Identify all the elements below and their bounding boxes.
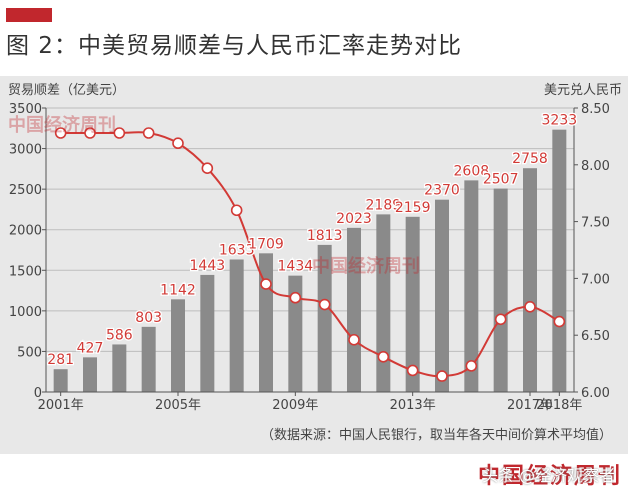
left-axis-title: 贸易顺差（亿美元） (8, 83, 125, 98)
bar-value-label: 2758 (512, 151, 548, 167)
left-axis-tick-label: 1500 (9, 264, 42, 279)
rate-line (54, 127, 566, 382)
bar (464, 180, 479, 392)
right-axis-tick-label: 8.00 (581, 159, 610, 174)
chart-watermark-top: 中国经济周刊 (8, 114, 116, 136)
bar (229, 259, 244, 392)
bar (112, 344, 127, 392)
rate-point (260, 278, 272, 290)
axes: 0 500 1000 1500 2000 2500 3000 3500 6.00 6.50 7.00… (9, 102, 610, 413)
bar-value-label: 1443 (190, 258, 226, 274)
left-axis-tick-label: 2000 (9, 224, 42, 239)
right-axis-tick-label: 6.50 (581, 329, 610, 344)
bar-value-label: 1709 (248, 236, 284, 252)
bar (53, 369, 68, 392)
rate-point (348, 333, 360, 346)
title-accent-bar (6, 8, 52, 22)
rate-point (318, 298, 331, 311)
right-axis-tick-label: 8.50 (581, 102, 610, 117)
bar-value-label: 281 (47, 352, 74, 368)
bars (53, 129, 567, 392)
rate-point (553, 315, 566, 328)
rate-point (465, 360, 478, 372)
footer-watermark: 头条 @经济观察者 (482, 466, 616, 485)
bar-value-label: 1434 (278, 259, 314, 275)
x-axis-tick-label: 2001年 (38, 398, 84, 413)
left-axis-tick-label: 500 (17, 345, 42, 360)
bar-value-label: 2023 (336, 211, 372, 227)
rate-point (230, 204, 243, 217)
right-axis-title: 美元兑人民币 (544, 83, 622, 98)
bar-value-label: 1633 (219, 242, 255, 258)
bar (288, 275, 303, 392)
bar-value-label: 2608 (454, 163, 490, 179)
bar-value-label: 586 (106, 327, 133, 343)
x-axis-tick-label: 2013年 (390, 398, 436, 413)
bar-value-label: 1813 (307, 228, 343, 244)
bar-value-label: 2370 (424, 183, 460, 199)
bar (141, 326, 156, 392)
x-axis-tick-label: 2009年 (272, 398, 318, 413)
x-axis-tick-label: 2017年 (507, 398, 553, 413)
bar-value-label: 2507 (483, 172, 519, 188)
gridlines (46, 107, 574, 352)
rate-point (54, 127, 67, 139)
chart-watermark-center: 中国经济周刊 (312, 255, 420, 277)
bar (376, 214, 391, 392)
bar (200, 274, 215, 392)
left-axis-tick-label: 1000 (9, 305, 42, 320)
bar (83, 357, 97, 392)
x-axis-tick-label: 2018年 (536, 398, 582, 413)
rate-point (84, 127, 96, 139)
bar (171, 299, 185, 392)
bar (317, 244, 332, 392)
rate-point (201, 162, 214, 175)
rate-point (289, 291, 302, 304)
bar (435, 199, 449, 392)
x-axis-tick-label: 2005年 (155, 398, 201, 413)
bar-value-label: 803 (135, 310, 162, 326)
bar-value-label: 3233 (542, 113, 578, 129)
footer-logo: 中国经济周刊 (478, 463, 623, 489)
left-axis-tick-label: 2500 (9, 183, 42, 198)
right-axis-tick-label: 7.50 (581, 216, 610, 231)
figure-title: 图 2：中美贸易顺差与人民币汇率走势对比 (6, 33, 462, 59)
rate-point (436, 370, 448, 382)
right-axis-tick-label: 7.00 (581, 272, 610, 287)
left-axis-tick-label: 0 (34, 386, 42, 401)
bar (552, 129, 567, 392)
bar-value-label: 1142 (160, 282, 196, 298)
left-axis-tick-label: 3000 (9, 143, 42, 158)
bar (523, 168, 537, 392)
bar-value-label: 427 (77, 340, 104, 356)
bar-value-label: 2159 (395, 200, 431, 216)
bar (493, 188, 508, 392)
bar (347, 227, 361, 392)
rate-point (406, 364, 419, 377)
rate-point (524, 300, 536, 313)
bar (405, 216, 420, 392)
source-note: （数据来源：中国人民银行，取当年各天中间价算术平均值） (261, 427, 612, 443)
left-axis-tick-label: 3500 (9, 102, 42, 117)
rate-point (172, 137, 184, 150)
rate-point (113, 127, 126, 139)
rate-point (377, 350, 390, 363)
bar-value-label: 2189 (366, 197, 402, 213)
rate-point (494, 313, 507, 326)
right-axis-tick-label: 6.00 (581, 386, 610, 401)
rate-point (142, 127, 155, 139)
